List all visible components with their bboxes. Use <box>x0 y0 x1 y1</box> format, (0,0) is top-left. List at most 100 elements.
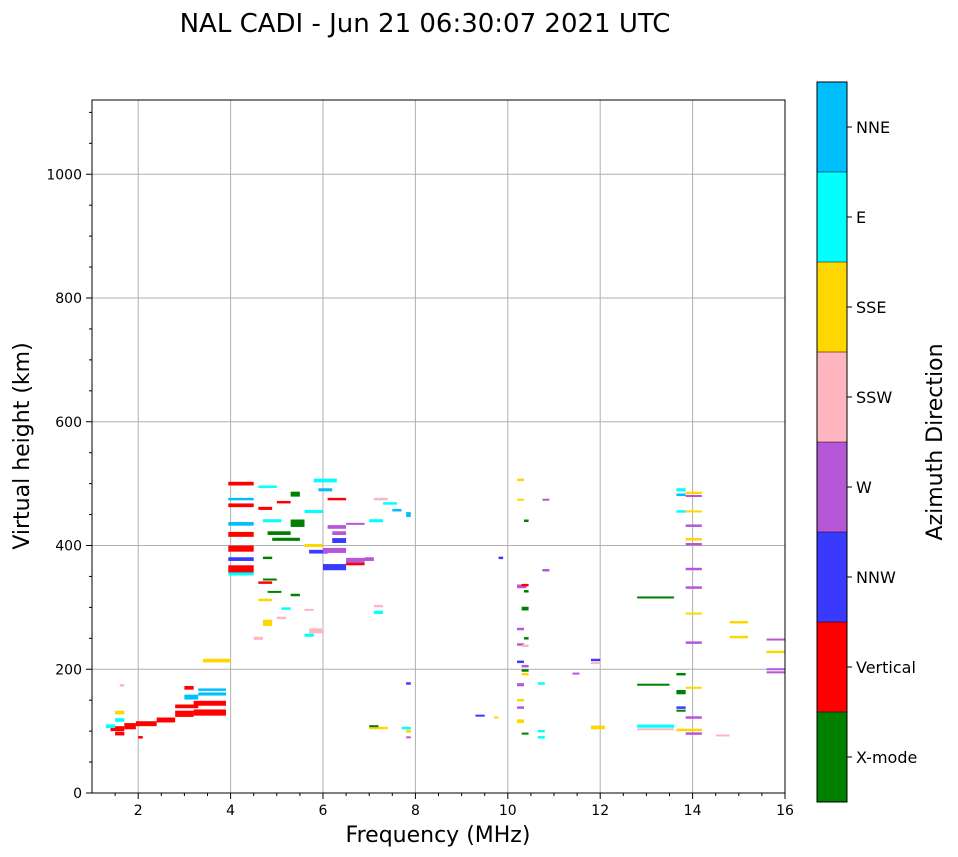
echo-segment <box>332 531 347 535</box>
echo-segment <box>304 608 314 611</box>
echo-segment <box>685 586 702 589</box>
echo-segment <box>685 495 702 497</box>
echo-segment <box>685 732 702 735</box>
grid-lines <box>92 100 785 793</box>
echo-segment <box>253 636 263 640</box>
echo-segment <box>637 683 670 686</box>
x-tick-label: 16 <box>776 803 794 819</box>
echo-segment <box>105 724 116 729</box>
echo-segment <box>517 683 524 687</box>
echo-segment <box>198 688 226 691</box>
echo-segment <box>327 525 347 529</box>
y-axis-ticks: 0 200 400 600 800 1000 <box>46 111 92 802</box>
echo-segment <box>406 736 411 739</box>
echo-segment <box>542 498 550 501</box>
colorbar-label-vertical: Vertical <box>856 658 916 677</box>
echo-segment <box>262 556 273 560</box>
echo-segment <box>228 481 254 486</box>
echo-segment <box>309 628 323 634</box>
echo-segment <box>332 538 347 544</box>
echo-segment <box>685 716 702 719</box>
echo-segment <box>517 584 527 589</box>
echo-segment <box>313 478 337 483</box>
echo-segment <box>262 519 282 523</box>
echo-segment <box>138 736 143 739</box>
echo-segment <box>327 497 347 501</box>
plot-background <box>92 100 785 793</box>
echo-segment <box>542 569 550 572</box>
colorbar-frame <box>816 81 848 803</box>
echo-segment <box>766 668 785 671</box>
echo-segment <box>258 598 273 602</box>
echo-segment <box>517 627 524 631</box>
y-tick-label: 400 <box>55 539 82 555</box>
echo-segment <box>521 644 529 647</box>
echo-segment <box>590 725 605 730</box>
colorbar-label: Azimuth Direction <box>923 343 948 540</box>
echo-segment <box>323 564 347 571</box>
y-tick-label: 0 <box>73 786 82 802</box>
echo-segment <box>517 698 524 702</box>
echo-segment <box>267 590 282 593</box>
x-tick-label: 4 <box>226 803 235 819</box>
echo-segment <box>383 502 397 505</box>
echo-segment <box>685 491 702 495</box>
echo-segment <box>523 590 529 593</box>
echo-segment <box>373 604 384 608</box>
echo-segment <box>124 723 136 730</box>
echo-segment <box>318 488 333 492</box>
colorbar-label-w: W <box>856 478 872 497</box>
echo-segment <box>193 700 226 706</box>
colorbar-swatch-nne <box>817 82 847 172</box>
echo-segment <box>115 731 125 736</box>
echo-segment <box>685 567 702 571</box>
echo-segment <box>184 685 194 690</box>
echo-segment <box>175 704 199 709</box>
x-tick-label: 6 <box>319 803 328 819</box>
y-tick-label: 600 <box>55 415 82 431</box>
echo-segment <box>369 726 388 730</box>
x-axis-label: Frequency (MHz) <box>346 823 531 848</box>
echo-segment <box>290 593 300 597</box>
echo-segment <box>590 662 601 665</box>
echo-segment <box>406 682 411 685</box>
echo-segment <box>637 596 675 599</box>
echo-segment <box>401 726 411 730</box>
echo-segment <box>537 729 545 733</box>
echo-segment <box>262 578 277 581</box>
colorbar-label-nne: NNE <box>856 118 890 137</box>
echo-segment <box>676 689 686 695</box>
echo-segment <box>523 519 529 522</box>
echo-segment <box>119 684 125 687</box>
echo-segment <box>304 633 314 637</box>
colorbar-swatch-w <box>817 442 847 532</box>
echo-segment <box>572 672 580 675</box>
echo-segment <box>676 493 686 496</box>
colorbar-label-e: E <box>856 208 866 227</box>
x-axis-ticks: 2 4 6 8 10 12 14 16 <box>114 793 794 819</box>
y-tick-label: 1000 <box>46 167 82 183</box>
echo-segment <box>309 549 328 554</box>
colorbar-label-sse: SSE <box>856 298 886 317</box>
echo-segment <box>521 672 529 676</box>
colorbar-label-nnw: NNW <box>856 568 896 587</box>
echo-segment <box>110 726 125 732</box>
echo-segment <box>517 498 524 501</box>
echo-segment <box>521 583 529 587</box>
echo-segment <box>193 709 226 716</box>
echo-segment <box>475 714 485 717</box>
plot-area: 2 4 6 8 10 12 14 16 0 200 400 600 800 1000 <box>46 99 794 819</box>
echo-segment <box>228 565 254 573</box>
x-tick-label: 12 <box>591 803 609 819</box>
echo-segment <box>523 637 529 640</box>
echo-segment <box>766 671 785 674</box>
echo-segment <box>498 556 504 560</box>
echo-segment <box>272 537 300 541</box>
echo-segment <box>346 522 365 525</box>
colorbar-swatch-ssw <box>817 352 847 442</box>
echo-segment <box>228 503 254 508</box>
echo-segment <box>323 547 347 553</box>
echo-segment <box>228 521 254 526</box>
echo-segment <box>521 732 529 735</box>
